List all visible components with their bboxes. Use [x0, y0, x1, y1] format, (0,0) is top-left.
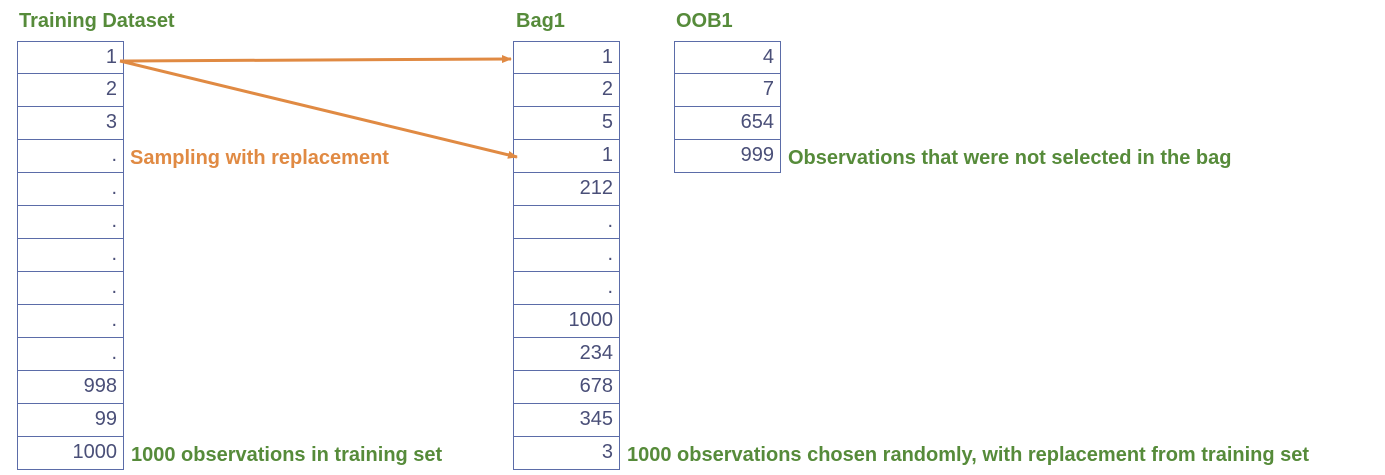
training-cell: 2	[17, 74, 124, 107]
bag-cell: 345	[513, 404, 620, 437]
arrow-to-bag-row-4	[119, 59, 518, 159]
bag-cell: 3	[513, 437, 620, 470]
bag-cell: .	[513, 206, 620, 239]
training-note: 1000 observations in training set	[131, 444, 443, 466]
training-cell: .	[17, 173, 124, 206]
bag-note: 1000 observations chosen randomly, with …	[627, 444, 1310, 466]
training-cell: 1	[17, 41, 124, 74]
sampling-with-replacement-label: Sampling with replacement	[130, 147, 389, 169]
bag-cell: 678	[513, 371, 620, 404]
bag-cell: .	[513, 239, 620, 272]
bag1-title: Bag1	[516, 10, 565, 32]
oob1-column: 4 7 654 999	[674, 41, 781, 173]
training-cell: 3	[17, 107, 124, 140]
training-cell: .	[17, 140, 124, 173]
oob-cell: 654	[674, 107, 781, 140]
training-cell: .	[17, 206, 124, 239]
oob-cell: 999	[674, 140, 781, 173]
bag-cell: 1	[513, 41, 620, 74]
bag-cell: 2	[513, 74, 620, 107]
training-dataset-column: 1 2 3....... 998 99 1000	[17, 41, 124, 470]
training-cell: 99	[17, 404, 124, 437]
oob-note: Observations that were not selected in t…	[788, 147, 1232, 169]
bag-cell: 1	[513, 140, 620, 173]
training-dataset-title: Training Dataset	[19, 10, 175, 32]
training-cell: 1000	[17, 437, 124, 470]
oob-cell: 4	[674, 41, 781, 74]
bag-cell: 234	[513, 338, 620, 371]
arrow-to-bag-row-1	[119, 55, 512, 64]
bag-cell: .	[513, 272, 620, 305]
training-cell: .	[17, 272, 124, 305]
bag-cell: 212	[513, 173, 620, 206]
training-cell: .	[17, 239, 124, 272]
bag1-column: 1 2 5 1 212... 1000 234 678 345 3	[513, 41, 620, 470]
training-cell: .	[17, 305, 124, 338]
training-cell: 998	[17, 371, 124, 404]
oob1-title: OOB1	[676, 10, 733, 32]
bag-cell: 1000	[513, 305, 620, 338]
training-cell: .	[17, 338, 124, 371]
bag-cell: 5	[513, 107, 620, 140]
oob-cell: 7	[674, 74, 781, 107]
